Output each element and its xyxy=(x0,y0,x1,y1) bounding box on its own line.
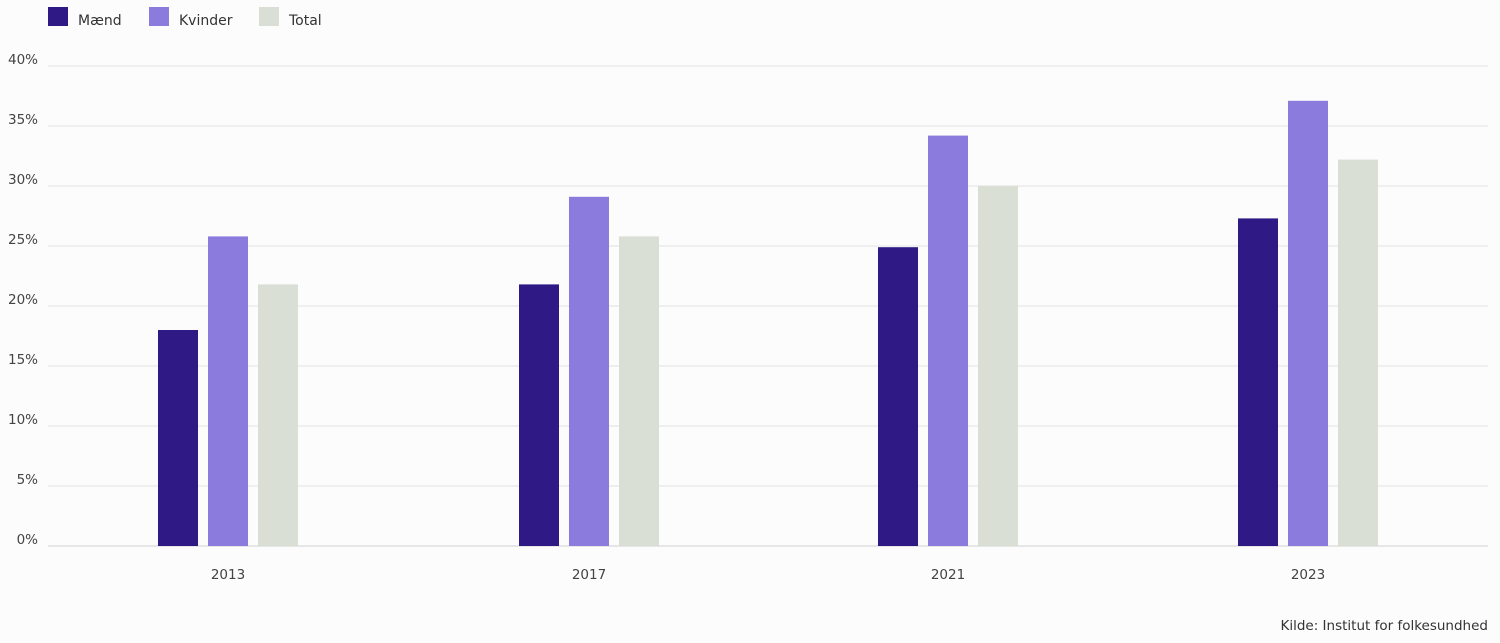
legend-swatch-1 xyxy=(149,7,169,26)
bar-2023-2 xyxy=(1338,159,1378,546)
y-tick-label-4: 20% xyxy=(8,292,38,308)
bar-2021-0 xyxy=(878,247,918,546)
y-tick-label-3: 15% xyxy=(8,352,38,368)
x-axis-tick-labels: 2013 2017 2021 2023 xyxy=(211,567,1325,583)
bar-2017-1 xyxy=(569,196,609,547)
x-tick-label-1: 2017 xyxy=(572,567,606,583)
y-tick-label-7: 35% xyxy=(8,112,38,128)
y-tick-label-0: 0% xyxy=(17,532,39,548)
legend-label-1: Kvinder xyxy=(179,13,233,29)
x-tick-label-2: 2021 xyxy=(931,567,965,583)
legend-swatch-0 xyxy=(48,7,68,26)
y-tick-label-1: 5% xyxy=(17,472,39,488)
x-tick-label-3: 2023 xyxy=(1291,567,1325,583)
bar-2023-1 xyxy=(1288,100,1328,547)
y-tick-label-2: 10% xyxy=(8,412,38,428)
x-tick-label-0: 2013 xyxy=(211,567,245,583)
legend-label-0: Mænd xyxy=(78,13,122,29)
bar-2017-0 xyxy=(519,284,559,546)
bar-2013-0 xyxy=(158,330,198,546)
legend-label-2: Total xyxy=(288,13,322,29)
bars xyxy=(158,100,1378,547)
source-note: Kilde: Institut for folkesundhed xyxy=(1280,618,1488,634)
bar-2013-1 xyxy=(208,236,248,546)
y-tick-label-6: 30% xyxy=(8,172,38,188)
bar-2023-0 xyxy=(1238,218,1278,546)
bar-2013-2 xyxy=(258,284,298,546)
bar-2017-2 xyxy=(619,236,659,546)
legend: Mænd Kvinder Total xyxy=(48,7,322,29)
bar-2021-1 xyxy=(928,135,968,546)
bar-2021-2 xyxy=(978,186,1018,546)
legend-swatch-2 xyxy=(259,7,279,26)
y-tick-label-8: 40% xyxy=(8,52,38,68)
y-axis-tick-labels: 0% 5% 10% 15% 20% 25% 30% 35% 40% xyxy=(8,52,38,548)
y-tick-label-5: 25% xyxy=(8,232,38,248)
